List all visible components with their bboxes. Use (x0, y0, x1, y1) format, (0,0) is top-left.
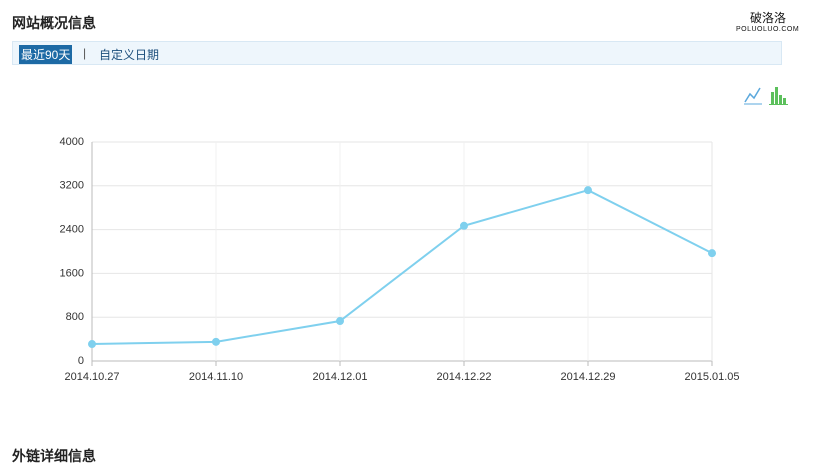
data-point (584, 186, 592, 195)
y-tick-label: 2400 (60, 224, 84, 236)
data-point (88, 340, 96, 349)
y-tick-label: 3200 (60, 180, 84, 192)
data-line (91, 189, 713, 346)
y-tick-label: 4000 (60, 136, 84, 148)
x-tick-label: 2015.01.05 (684, 371, 739, 383)
data-point (212, 337, 220, 346)
y-tick-label: 0 (78, 355, 84, 367)
tab-bar: 最近90天 | 自定义日期 (12, 41, 782, 65)
page: 网站概况信息 最近90天 | 自定义日期 破洛洛 POLUOLUO.COM 外链… (12, 11, 800, 464)
x-tick-label: 2014.12.22 (436, 371, 491, 383)
chart: 0 800 1600 2400 3200 4000 2014.10.27 2014.11.10… (60, 86, 788, 383)
line-chart-button[interactable] (743, 86, 762, 105)
tab-custom-date[interactable]: 自定义日期 (99, 48, 160, 62)
x-tick-label: 2014.12.29 (560, 371, 615, 383)
y-tick-label: 800 (66, 311, 84, 323)
section-title: 外链详细信息 (12, 448, 96, 464)
data-point (460, 221, 468, 230)
y-tick-label: 1600 (60, 267, 84, 279)
watermark-site: POLUOLUO.COM (736, 26, 800, 33)
data-point (708, 249, 716, 258)
tab-90-days[interactable]: 最近90天 (19, 45, 73, 64)
x-tick-label: 2014.10.27 (64, 371, 119, 383)
data-point (336, 317, 344, 326)
bar-chart-button[interactable] (769, 87, 788, 105)
x-tick-label: 2014.12.01 (312, 371, 367, 383)
watermark: 破洛洛 (750, 11, 787, 25)
x-tick-label: 2014.11.10 (189, 371, 243, 383)
tab-separator: | (83, 46, 87, 60)
section-title: 网站概况信息 (12, 15, 96, 31)
